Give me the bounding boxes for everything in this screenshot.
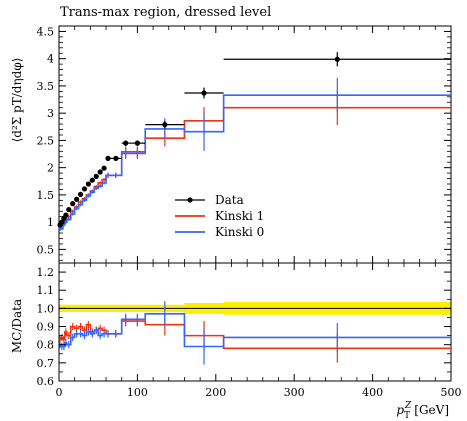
x-tick-label: 200: [205, 386, 226, 399]
legend-label-data: Data: [215, 193, 244, 207]
x-tick-label: 300: [284, 386, 305, 399]
ratio-y-tick-label: 1.2: [37, 266, 55, 279]
ratio-y-tick-label: 0.6: [37, 375, 55, 388]
legend-point-data: [187, 197, 193, 203]
x-axis-title-superscript: Z: [404, 401, 412, 411]
data-point: [81, 186, 88, 192]
main-y-tick-label: 2.5: [37, 134, 55, 147]
x-axis-title-unit: [GeV]: [414, 403, 449, 417]
legend-label-kinski-1: Kinski 1: [215, 209, 264, 223]
data-point: [77, 191, 84, 197]
data-point: [63, 212, 69, 218]
ratio-panel: 0.6 0.7 0.8 0.9 1.0 1.1 1.2 0 100 200 300 400 500: [37, 262, 462, 399]
data-point: [201, 90, 207, 96]
ratio-plot-frame: [58, 262, 452, 382]
data-point: [123, 140, 129, 146]
x-tick-label: 400: [362, 386, 383, 399]
main-y-tick-label: 1.5: [37, 189, 55, 202]
ratio-y-tick-label: 1.0: [37, 302, 55, 315]
main-panel: 0.5 1 1.5 2 2.5 3 3.5 4 4.5: [37, 25, 452, 264]
x-tick-label: 100: [127, 386, 148, 399]
ratio-kinski-0-line: [59, 313, 451, 348]
legend: Data Kinski 1 Kinski 0: [175, 193, 264, 239]
main-y-tick-label: 3.5: [37, 80, 55, 93]
main-y-tick-label: 3: [47, 107, 54, 120]
x-axis-title: pTZ [GeV]: [396, 401, 449, 421]
data-point: [134, 140, 140, 146]
data-point: [101, 165, 107, 171]
main-y-axis-title: ⟨d²Σ pT/dηdφ⟩: [10, 58, 24, 143]
plot-title: Trans-max region, dressed level: [60, 5, 271, 20]
data-point: [162, 122, 168, 128]
main-y-tick-label: 4: [47, 53, 54, 66]
main-y-tick-label: 4.5: [37, 25, 55, 38]
x-axis-title-symbol: p: [396, 403, 404, 417]
data-point: [113, 155, 119, 161]
data-point: [85, 181, 91, 187]
x-axis-title-subscript: T: [404, 411, 410, 421]
ratio-y-axis-title: MC/Data: [10, 299, 24, 353]
ratio-y-tick-label: 0.8: [37, 339, 55, 352]
x-tick-label: 0: [56, 386, 63, 399]
data-point: [97, 169, 103, 175]
data-point: [70, 201, 76, 207]
main-y-tick-label: 1: [47, 216, 54, 229]
data-point: [93, 173, 99, 179]
data-point: [66, 207, 72, 213]
data-point: [105, 155, 111, 161]
legend-label-kinski-0: Kinski 0: [215, 225, 264, 239]
data-point: [334, 56, 340, 62]
main-y-tick-label: 2: [47, 162, 54, 175]
data-point: [74, 196, 80, 202]
data-point: [89, 177, 95, 183]
main-y-tick-label: 0.5: [37, 243, 55, 256]
x-tick-label: 500: [441, 386, 462, 399]
ratio-y-tick-label: 1.1: [37, 284, 55, 297]
ratio-kinski-1-line: [59, 320, 451, 350]
ratio-y-tick-label: 0.9: [37, 321, 55, 334]
ratio-y-tick-label: 0.7: [37, 357, 55, 370]
